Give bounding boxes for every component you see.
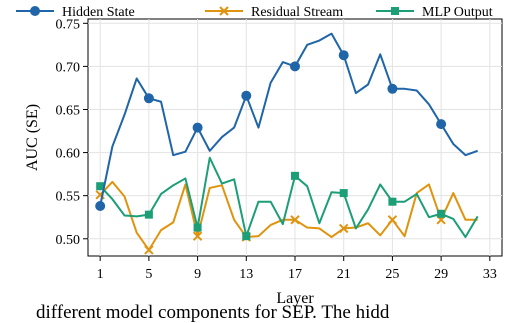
x-tick-label: 9	[194, 267, 201, 282]
data-point-residual-stream	[290, 215, 300, 225]
y-tick-label: 0.70	[56, 60, 81, 75]
data-point-hidden-state	[241, 90, 252, 101]
series-layer	[95, 32, 479, 255]
x-tick-label: 1	[97, 267, 104, 282]
data-point-hidden-state	[436, 119, 447, 130]
x-tick-label: 5	[145, 267, 152, 282]
legend-label: Residual Stream	[251, 5, 343, 20]
data-point-mlp-output	[242, 232, 251, 241]
legend-marker	[391, 7, 399, 15]
data-point-residual-stream	[192, 231, 203, 241]
legend-label: MLP Output	[422, 5, 493, 20]
data-point-mlp-output	[388, 197, 397, 206]
data-point-mlp-output	[291, 171, 299, 180]
y-tick-label: 0.55	[56, 190, 81, 205]
y-tick-label: 0.75	[56, 17, 81, 32]
legend-item-hidden-state: Hidden State	[16, 5, 135, 20]
x-tick-label: 25	[385, 267, 399, 282]
data-point-mlp-output	[96, 182, 105, 191]
data-point-mlp-output	[193, 223, 202, 232]
data-point-residual-stream	[144, 245, 154, 255]
legend: Hidden State Residual Stream MLP Output	[16, 5, 493, 20]
x-tick-label: 21	[337, 267, 351, 282]
x-tick-label: 29	[434, 267, 448, 282]
x-tick-label: 13	[239, 267, 253, 282]
legend-marker	[219, 6, 229, 16]
y-axis-title: AUC (SE)	[24, 104, 41, 171]
caption-text: different model components for SEP. The …	[36, 302, 390, 323]
series-line-mlp-output	[99, 156, 479, 239]
legend-item-residual-stream: Residual Stream	[205, 5, 343, 20]
series-residual-stream	[95, 180, 478, 255]
data-point-hidden-state	[338, 50, 349, 61]
y-tick-label: 0.60	[56, 147, 81, 162]
x-tick-label: 33	[483, 267, 497, 282]
x-axis: 1 5 9 13 17 21 25 29 33	[97, 256, 497, 282]
y-tick-label: 0.65	[56, 103, 81, 118]
data-point-mlp-output	[144, 210, 153, 219]
series-line-residual-stream	[99, 180, 478, 251]
data-point-mlp-output	[437, 209, 446, 218]
data-point-hidden-state	[95, 201, 106, 212]
legend-marker	[30, 6, 40, 16]
x-tick-label: 17	[288, 267, 302, 282]
data-point-residual-stream	[338, 223, 349, 234]
data-point-mlp-output	[339, 189, 348, 198]
data-point-hidden-state	[387, 83, 398, 94]
series-mlp-output	[96, 156, 479, 241]
series-line-hidden-state	[99, 32, 478, 207]
data-point-residual-stream	[387, 215, 398, 225]
data-point-hidden-state	[143, 93, 154, 104]
y-axis: 0.50 0.55 0.60 0.65 0.70 0.75	[56, 17, 88, 248]
legend-label: Hidden State	[62, 5, 135, 20]
legend-item-mlp-output: MLP Output	[376, 5, 493, 20]
data-point-hidden-state	[192, 122, 203, 133]
y-tick-label: 0.50	[56, 233, 81, 248]
data-point-hidden-state	[290, 61, 300, 72]
x-axis-title: Layer	[276, 290, 314, 307]
series-hidden-state	[95, 32, 478, 212]
